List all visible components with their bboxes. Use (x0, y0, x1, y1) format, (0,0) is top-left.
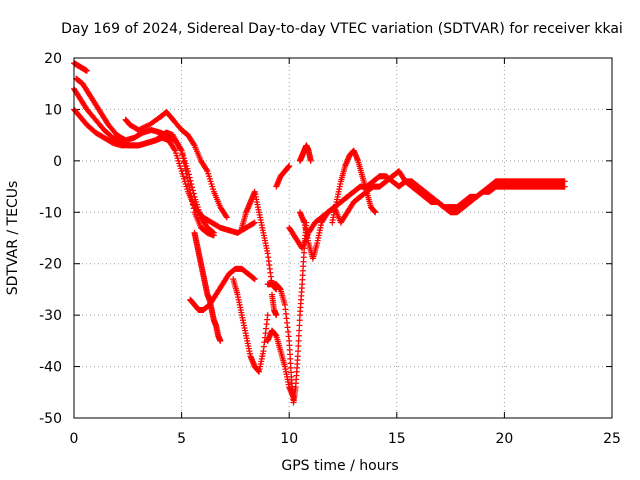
data-point (190, 190, 197, 197)
y-tick-label: 0 (53, 154, 62, 170)
y-tick-label: 10 (44, 102, 62, 118)
data-point (171, 146, 178, 153)
series-track-i (238, 188, 280, 293)
data-point (217, 337, 224, 344)
series-track-o (329, 147, 379, 226)
data-point (142, 123, 149, 130)
data-point (296, 327, 303, 334)
data-point (251, 276, 258, 283)
data-point (190, 141, 197, 148)
y-tick-label: -20 (39, 257, 62, 273)
series-track-e (122, 109, 230, 221)
data-point (203, 166, 210, 173)
data-point (250, 275, 257, 282)
data-point (264, 312, 271, 319)
series-track-n (296, 168, 568, 262)
data-points (71, 60, 568, 406)
axis-ticks: 0 5 10 15 20 25 -50 -40 -30 -20 -10 0 10 20 (39, 51, 621, 447)
x-tick-label: 0 (70, 431, 79, 447)
data-point (222, 213, 229, 220)
data-point (372, 209, 379, 216)
series-track-g (187, 265, 258, 313)
series-track-p (296, 142, 314, 164)
y-tick-label: -10 (39, 205, 62, 221)
data-point (189, 184, 196, 191)
data-point (189, 187, 196, 194)
data-point (290, 394, 297, 401)
data-point (143, 123, 150, 130)
data-point (295, 337, 302, 344)
data-point (189, 197, 196, 204)
x-tick-label: 20 (495, 431, 513, 447)
data-point (250, 220, 257, 227)
series-track-q (268, 291, 280, 319)
data-point (295, 348, 302, 355)
data-point (294, 353, 301, 360)
data-point (140, 124, 147, 131)
data-point (210, 229, 217, 236)
data-point (296, 322, 303, 329)
data-point (177, 146, 184, 153)
x-tick-label: 10 (280, 431, 298, 447)
y-tick-label: -40 (39, 360, 62, 376)
data-point (135, 127, 142, 133)
series-track-l (273, 163, 293, 190)
y-tick-label: -30 (39, 308, 62, 324)
data-point (186, 174, 193, 181)
data-point (139, 125, 146, 132)
data-point (295, 332, 302, 339)
x-tick-label: 25 (603, 431, 621, 447)
x-tick-label: 15 (388, 431, 406, 447)
plot-frame (73, 57, 613, 419)
data-point (273, 312, 280, 319)
data-point (286, 163, 293, 169)
data-point (307, 157, 314, 164)
data-point (296, 317, 303, 324)
data-point (295, 343, 302, 349)
y-tick-label: 20 (44, 51, 62, 67)
series-track-k (264, 327, 297, 401)
data-point (190, 205, 197, 212)
data-point (188, 181, 195, 187)
series-track-c (73, 75, 217, 236)
y-axis-label: SDTVAR / TECUs (5, 181, 21, 296)
data-point (561, 178, 568, 185)
y-tick-label: -50 (39, 411, 62, 427)
data-point (561, 183, 568, 190)
data-point (251, 219, 258, 226)
data-point (187, 177, 194, 184)
x-axis-label: GPS time / hours (281, 458, 398, 474)
data-point (185, 168, 192, 175)
data-point (185, 171, 192, 178)
data-point (223, 214, 230, 221)
series-track-j (264, 219, 310, 406)
grid (74, 58, 612, 418)
x-tick-label: 5 (177, 431, 186, 447)
data-point (210, 229, 217, 236)
data-point (138, 125, 145, 132)
series-track-h (230, 276, 271, 375)
data-point (136, 126, 143, 133)
chart-title: Day 169 of 2024, Sidereal Day-to-day VTE… (61, 21, 623, 37)
data-point (83, 67, 90, 74)
